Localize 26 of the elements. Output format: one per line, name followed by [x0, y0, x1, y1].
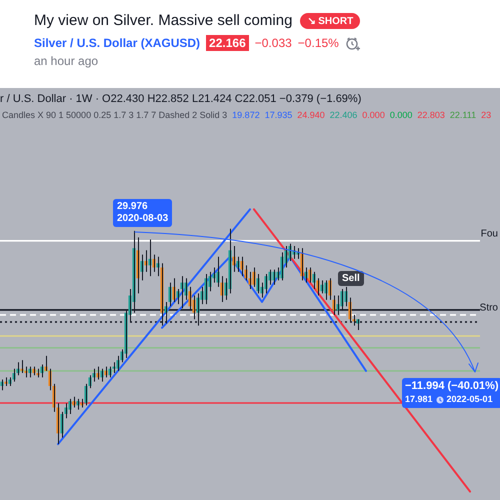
- text: 22.166: [206, 35, 249, 51]
- text: 17.935: [264, 110, 292, 120]
- text: 0.000: [362, 110, 385, 120]
- text: 23: [481, 110, 492, 120]
- text: 19.872: [232, 110, 260, 120]
- text: 2020-08-03: [117, 213, 168, 225]
- annotation: −11.994 (−40.01%): [405, 380, 499, 393]
- annotation: Sell: [338, 271, 364, 286]
- text: r / U.S. Dollar · 1W · O22.430 H22.852 L21.424 C22.051 −0.379 (−1.69%): [0, 93, 362, 105]
- text: 22.406: [330, 110, 358, 120]
- text: 0.000: [390, 110, 412, 120]
- text: an hour ago: [34, 54, 98, 68]
- text: ↘ SHORT: [300, 12, 360, 28]
- chart-subtitle: Silver / U.S. Dollar (XAGUSD): [34, 36, 200, 50]
- text: −0.15%: [298, 36, 339, 50]
- text: −0.033: [254, 36, 292, 50]
- annotation: 2022-05-01: [446, 393, 493, 406]
- text: 22.803: [417, 110, 445, 120]
- ref-line-label: Stro: [480, 302, 498, 314]
- text: Candles X 90 1 50000 0.25 1.7 3 1.7 7 Dashed 2 Solid 3: [2, 110, 228, 120]
- text: 24.940: [297, 110, 325, 120]
- chart-title: My view on Silver. Massive sell coming: [34, 12, 292, 29]
- text: 29.976: [117, 201, 149, 213]
- annotation: 17.981: [405, 393, 433, 406]
- ref-line-label: Fou: [480, 228, 498, 240]
- text: 22.111: [450, 110, 476, 120]
